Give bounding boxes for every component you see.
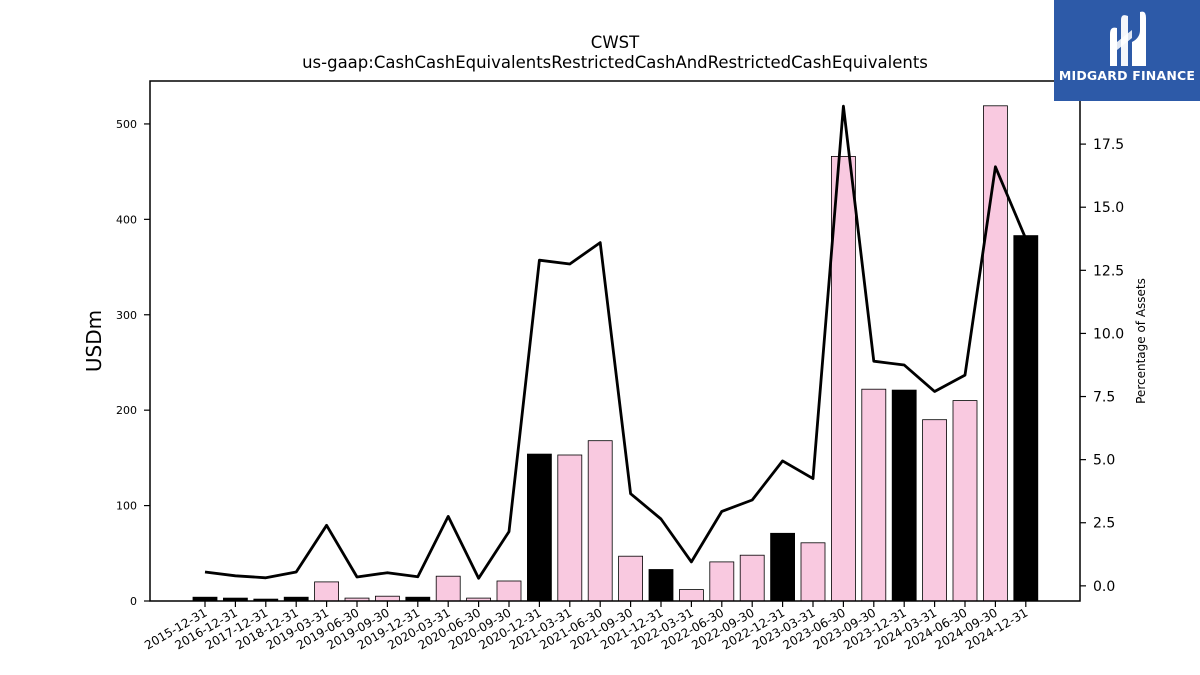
brand-logo: MIDGARD FINANCE [1054, 0, 1200, 101]
chart-subtitle: us-gaap:CashCashEquivalentsRestrictedCas… [302, 53, 928, 72]
bar-group [192, 105, 1039, 602]
bar [314, 581, 340, 602]
bar [952, 400, 978, 602]
y2-tick-label: 12.5 [1093, 263, 1124, 279]
bar [983, 105, 1008, 602]
brand-name: MIDGARD FINANCE [1058, 68, 1196, 83]
y-tick-label: 500 [116, 118, 137, 131]
line-group [204, 104, 1028, 580]
bar [800, 542, 826, 602]
brand-mark-icon [1110, 11, 1146, 67]
bar [922, 419, 947, 602]
y-tick-label: 200 [116, 404, 137, 417]
y2-axis-label: Percentage of Assets [1134, 278, 1148, 404]
bar [587, 440, 613, 602]
bar [739, 554, 765, 602]
bar [557, 454, 583, 602]
y2-tick-label: 17.5 [1093, 137, 1124, 153]
y2-tick-label: 5.0 [1093, 453, 1115, 469]
bar [861, 388, 887, 602]
y2-tick-label: 7.5 [1093, 390, 1115, 406]
series-line [204, 104, 1028, 580]
y2-tick-label: 0.0 [1093, 579, 1115, 595]
bar [770, 532, 795, 602]
y-tick-label: 300 [116, 309, 137, 322]
bar [496, 580, 522, 602]
y-tick-label: 100 [116, 500, 137, 513]
bar [618, 555, 643, 602]
y-tick-label: 0 [130, 595, 137, 608]
bar [891, 389, 917, 602]
bar [679, 589, 704, 602]
bar [1013, 235, 1039, 602]
bar [648, 569, 674, 602]
y-axis-label: USDm [82, 310, 106, 372]
bar [709, 561, 735, 602]
y-tick-label: 400 [116, 213, 137, 226]
y2-tick-label: 2.5 [1093, 516, 1115, 532]
y2-tick-label: 15.0 [1093, 200, 1124, 216]
y2-tick-label: 10.0 [1093, 326, 1124, 342]
chart-title: CWST [591, 33, 640, 52]
axes: 0 100 200 300 400 500 0.0 2.5 5.0 7.5 10.0 12.5 15.0… [116, 80, 1124, 652]
bar [435, 575, 461, 602]
plot-frame [149, 80, 1081, 602]
bar [527, 453, 552, 602]
